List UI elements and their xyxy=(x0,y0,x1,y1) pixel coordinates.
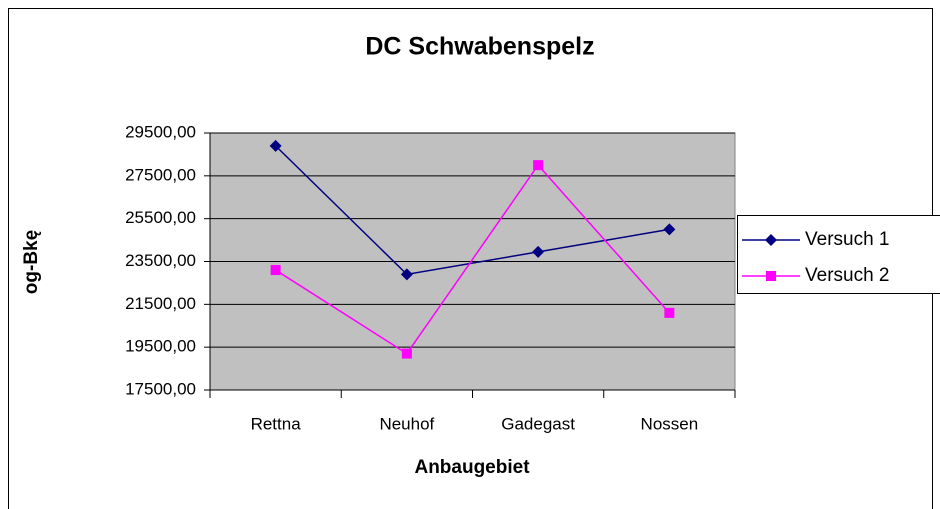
marker xyxy=(766,271,776,281)
marker xyxy=(664,307,675,318)
marker xyxy=(765,234,777,246)
y-tick-label: 29500,00 xyxy=(125,122,196,141)
y-tick-label: 27500,00 xyxy=(125,165,196,184)
marker xyxy=(663,223,676,236)
x-tick-label: Nossen xyxy=(641,414,699,433)
chart-title: DC Schwabenspelz xyxy=(365,33,594,61)
y-tick-label: 25500,00 xyxy=(125,208,196,227)
legend-label: Versuch 2 xyxy=(805,265,890,286)
y-axis-label: og-Bkę xyxy=(21,230,42,294)
y-tick-label: 23500,00 xyxy=(125,251,196,270)
marker xyxy=(269,139,282,152)
marker xyxy=(532,245,545,258)
series-line xyxy=(275,145,670,276)
y-tick-label: 21500,00 xyxy=(125,294,196,313)
series-line xyxy=(275,163,670,355)
marker xyxy=(270,265,281,276)
x-tick-label: Gadegast xyxy=(501,414,575,433)
x-tick-label: Rettna xyxy=(251,414,302,433)
x-tick-label: Neuhof xyxy=(379,414,434,433)
legend-label: Versuch 1 xyxy=(805,229,890,250)
marker xyxy=(533,160,544,171)
marker xyxy=(400,268,413,281)
x-axis-label: Anbaugebiet xyxy=(414,457,530,478)
y-tick-label: 17500,00 xyxy=(125,379,196,398)
marker xyxy=(401,348,412,359)
y-tick-label: 19500,00 xyxy=(125,337,196,356)
